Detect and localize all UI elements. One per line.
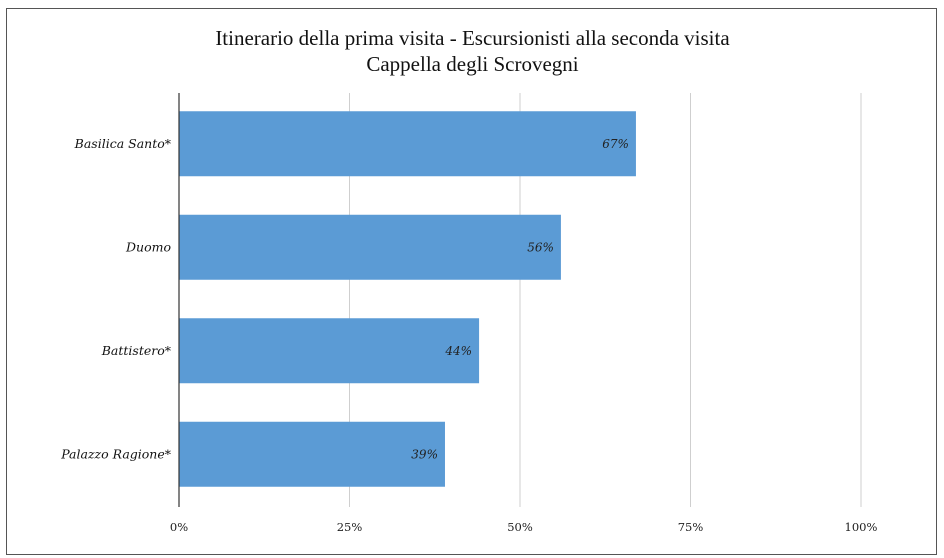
bar [179, 111, 636, 177]
x-tick-label: 25% [337, 520, 363, 534]
chart-frame: Itinerario della prima visita - Escursio… [6, 8, 937, 555]
chart-subtitle: Cappella degli Scrovegni [366, 52, 579, 76]
bar [179, 214, 561, 280]
x-tick-label: 100% [845, 520, 878, 534]
x-tick-label: 50% [507, 520, 533, 534]
x-tick-label: 75% [678, 520, 704, 534]
category-label: Basilica Santo* [74, 136, 172, 151]
chart-title: Itinerario della prima visita - Escursio… [215, 26, 730, 50]
category-label: Palazzo Ragione* [60, 446, 172, 461]
category-label: Duomo [125, 239, 171, 254]
bar [179, 318, 480, 384]
data-label: 39% [411, 447, 438, 461]
data-label: 44% [444, 344, 472, 358]
category-label: Battistero* [101, 343, 172, 358]
x-tick-label: 0% [170, 520, 188, 534]
bar-chart: 0% 25% 50% 75% 100% Basilica Santo* 67% Duomo 56… [60, 93, 878, 534]
data-label: 56% [527, 240, 554, 254]
data-label: 67% [602, 137, 629, 151]
bar [179, 421, 445, 487]
chart-title-block: Itinerario della prima visita - Escursio… [7, 25, 938, 77]
